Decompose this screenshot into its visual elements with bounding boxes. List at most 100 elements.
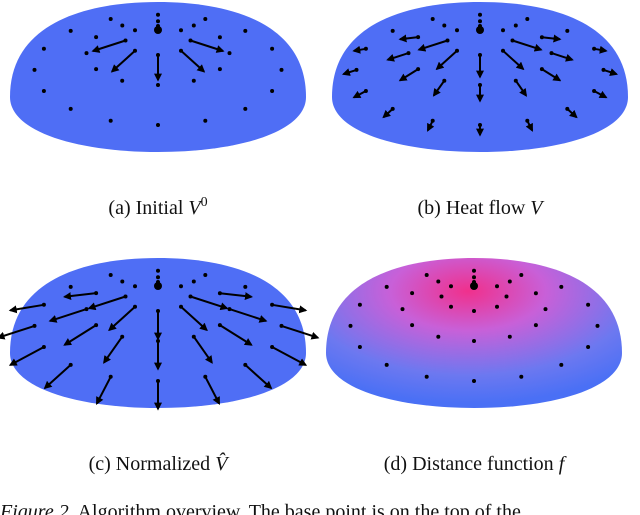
vector-arrow xyxy=(110,50,136,73)
sample-point xyxy=(586,345,591,349)
sample-point xyxy=(507,279,512,284)
sample-point xyxy=(513,23,518,28)
sample-point xyxy=(279,67,284,72)
vector-arrow xyxy=(103,336,124,364)
sample-point xyxy=(472,268,476,273)
sample-point xyxy=(472,339,476,343)
vector-arrow xyxy=(219,292,253,301)
base-point xyxy=(476,26,484,34)
vector-arrow xyxy=(0,324,35,340)
vector-arrow xyxy=(341,68,357,76)
sample-point xyxy=(94,35,99,40)
base-point xyxy=(470,282,478,290)
vector-arrow xyxy=(566,108,578,119)
sample-point xyxy=(449,284,453,289)
sample-point xyxy=(495,304,499,309)
sample-point xyxy=(410,323,415,328)
sample-point xyxy=(243,106,248,111)
sample-point xyxy=(501,28,505,33)
dome xyxy=(326,258,622,408)
caption-b: (b) Heat flow V xyxy=(418,197,546,219)
sample-point xyxy=(156,83,160,87)
sample-point xyxy=(68,106,73,111)
sample-point xyxy=(390,28,395,33)
vector-arrow xyxy=(190,39,225,53)
vector-arrow xyxy=(525,120,534,132)
sample-point xyxy=(120,279,125,284)
vector-arrow xyxy=(352,45,367,54)
sample-point xyxy=(495,284,499,289)
sample-point xyxy=(436,279,441,284)
sample-point xyxy=(559,362,564,367)
sample-point xyxy=(478,24,482,28)
vector-arrow xyxy=(48,308,87,323)
vector-arrow xyxy=(502,50,525,71)
sample-point xyxy=(41,89,46,93)
sample-point xyxy=(595,323,600,328)
sample-point xyxy=(203,17,208,21)
sample-point xyxy=(156,19,160,24)
vector-arrow xyxy=(190,295,229,311)
vector-arrow xyxy=(108,306,136,332)
base-point xyxy=(154,282,162,290)
vector-arrow xyxy=(95,376,112,406)
vector-arrow xyxy=(593,90,608,99)
sample-point xyxy=(400,307,405,312)
vector-arrow xyxy=(603,68,619,76)
sample-point xyxy=(478,19,482,24)
sample-point xyxy=(270,46,275,51)
vector-arrow xyxy=(551,52,574,62)
vector-arrow xyxy=(91,39,126,53)
sample-point xyxy=(565,28,570,33)
vector-arrow xyxy=(514,80,528,97)
caption-c: (c) Normalized V̂ xyxy=(89,452,231,475)
sample-point xyxy=(559,284,564,289)
vector-arrow xyxy=(219,324,253,346)
sample-point xyxy=(243,28,248,33)
sample-point xyxy=(424,374,429,379)
sample-point xyxy=(519,374,524,379)
vector-arrow xyxy=(382,108,394,119)
vector-arrow xyxy=(398,34,419,43)
sample-point xyxy=(203,118,208,123)
vector-arrow xyxy=(8,303,45,314)
vector-arrow xyxy=(180,306,208,332)
sample-point xyxy=(357,345,362,349)
vector-arrow xyxy=(432,80,446,97)
sample-point xyxy=(94,67,99,72)
sample-point xyxy=(357,302,362,307)
vector-arrow xyxy=(386,52,409,62)
sample-point xyxy=(120,23,125,28)
sample-point xyxy=(455,28,459,33)
vector-arrow xyxy=(244,364,273,390)
vector-arrow xyxy=(417,39,448,52)
vector-arrow xyxy=(271,346,308,366)
vector-arrow xyxy=(398,68,419,82)
caption-d: (d) Distance function f xyxy=(384,453,567,475)
sample-point xyxy=(439,294,444,299)
sample-point xyxy=(156,275,160,280)
sample-point xyxy=(436,334,441,339)
vector-arrow xyxy=(352,90,367,99)
sample-point xyxy=(32,67,37,72)
vector-arrow xyxy=(435,50,458,71)
sample-point xyxy=(472,275,476,280)
domes xyxy=(0,2,628,411)
vector-arrow xyxy=(426,120,435,132)
vector-arrow xyxy=(8,346,45,366)
sample-point xyxy=(348,323,353,328)
vector-arrow xyxy=(512,39,543,52)
sample-point xyxy=(217,67,222,72)
vector-arrow xyxy=(43,364,72,390)
sample-point xyxy=(156,280,160,284)
sample-point xyxy=(68,28,73,33)
sample-point xyxy=(424,273,429,277)
sample-point xyxy=(533,291,538,296)
sample-point xyxy=(68,284,73,289)
vector-arrow xyxy=(192,336,213,364)
sample-point xyxy=(120,78,125,83)
sample-point xyxy=(519,273,524,277)
sample-point xyxy=(133,284,137,289)
sample-point xyxy=(133,28,137,33)
sample-point xyxy=(179,28,183,33)
